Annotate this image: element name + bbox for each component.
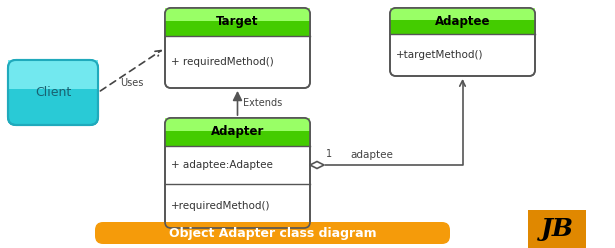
Bar — [390, 8, 535, 20]
Bar — [165, 8, 310, 21]
Text: +requiredMethod(): +requiredMethod() — [171, 201, 271, 211]
Bar — [165, 131, 310, 146]
FancyBboxPatch shape — [8, 60, 98, 125]
FancyBboxPatch shape — [165, 8, 310, 88]
Polygon shape — [310, 161, 324, 168]
Text: 1: 1 — [326, 149, 332, 159]
FancyBboxPatch shape — [390, 8, 535, 76]
FancyBboxPatch shape — [95, 222, 450, 244]
FancyBboxPatch shape — [165, 118, 310, 228]
Text: Target: Target — [216, 15, 259, 29]
Text: +targetMethod(): +targetMethod() — [396, 50, 483, 60]
Bar — [8, 60, 98, 89]
Text: Object Adapter class diagram: Object Adapter class diagram — [169, 226, 376, 240]
Text: Uses: Uses — [120, 79, 143, 89]
Text: + adaptee:Adaptee: + adaptee:Adaptee — [171, 160, 273, 170]
Bar — [165, 118, 310, 131]
Text: + requiredMethod(): + requiredMethod() — [171, 57, 274, 67]
Text: adaptee: adaptee — [350, 150, 393, 160]
Bar — [528, 210, 586, 248]
Text: Client: Client — [35, 86, 71, 99]
Text: Extends: Extends — [244, 98, 283, 108]
Text: Adapter: Adapter — [211, 125, 264, 138]
Text: JB: JB — [541, 217, 574, 241]
Text: Adaptee: Adaptee — [435, 14, 490, 28]
Bar — [390, 20, 535, 34]
Bar — [165, 21, 310, 36]
